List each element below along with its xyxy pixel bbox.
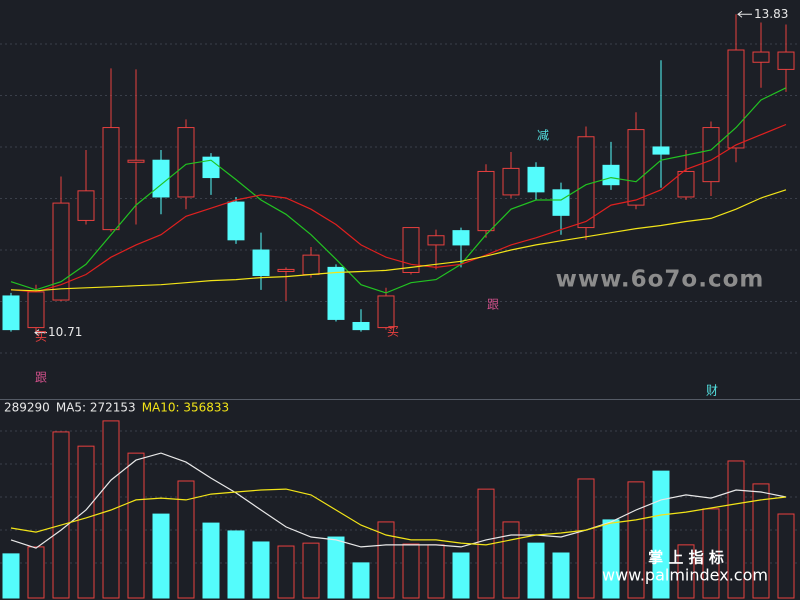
candle-body	[2, 295, 20, 331]
volume-bar	[402, 543, 420, 599]
volume-bar	[677, 544, 695, 599]
volume-bar	[77, 445, 95, 599]
volume-bar	[502, 521, 520, 599]
candle-body	[302, 254, 320, 276]
candle-body	[427, 235, 445, 246]
footer-url: www.palmindex.com	[602, 566, 768, 585]
moving-average-line	[10, 87, 787, 294]
volume-bar	[352, 562, 370, 599]
candle-body	[327, 266, 345, 320]
volume-bar	[227, 530, 245, 599]
volume-bar	[127, 452, 145, 599]
candle-body	[702, 127, 720, 183]
moving-average-line	[10, 488, 787, 546]
candle-body	[527, 166, 545, 193]
legend-entry: MA10: 356833	[142, 401, 230, 415]
volume-bar	[602, 519, 620, 599]
moving-average-line	[10, 123, 787, 293]
annotation: 财	[706, 384, 718, 398]
candle-body	[77, 190, 95, 221]
volume-bar	[427, 544, 445, 599]
annotation: 减	[537, 129, 549, 143]
candle-body	[127, 159, 145, 163]
annotation: 买	[35, 330, 47, 344]
volume-bar	[727, 460, 745, 599]
volume-bar	[552, 552, 570, 599]
volume-bar	[627, 481, 645, 599]
candle-body	[577, 136, 595, 229]
volume-bar	[2, 553, 20, 599]
volume-bar	[452, 552, 470, 599]
candle-body	[252, 249, 270, 277]
annotation: 跟	[35, 371, 47, 385]
candle-body	[202, 156, 220, 179]
footer-title: 掌 上 指 标	[648, 549, 724, 567]
candle-body	[652, 146, 670, 155]
candle-body	[602, 164, 620, 186]
volume-bar	[177, 480, 195, 599]
watermark: www.6o7o.com	[556, 267, 765, 293]
min-arrow	[34, 329, 47, 337]
volume-bar	[702, 508, 720, 599]
legend-entry: 289290	[4, 401, 50, 415]
volume-bar	[577, 478, 595, 599]
volume-bar	[277, 545, 295, 599]
candle-body	[277, 268, 295, 272]
volume-bar	[527, 542, 545, 599]
volume-bar	[752, 483, 770, 599]
volume-bar	[302, 542, 320, 599]
candle-body	[52, 202, 70, 301]
volume-bar	[377, 521, 395, 599]
annotation: 跟	[487, 298, 499, 312]
min-label: 10.71	[48, 325, 82, 339]
volume-panel: 289290 MA5: 272153 MA10: 356833	[2, 401, 795, 599]
max-label: 13.83	[754, 7, 788, 21]
candle-body	[102, 127, 120, 231]
grid	[0, 43, 800, 564]
candle-body	[152, 159, 170, 198]
volume-bar	[52, 431, 70, 599]
candle-body	[752, 51, 770, 63]
candle-body	[502, 167, 520, 196]
annotation: 买	[387, 325, 399, 339]
candle-body	[177, 127, 195, 198]
candle-body	[627, 129, 645, 206]
candle-body	[352, 321, 370, 331]
price-panel: 13.83 10.71	[2, 7, 795, 339]
volume-bar	[327, 536, 345, 599]
moving-average-line	[10, 189, 787, 292]
candle-body	[552, 189, 570, 216]
max-arrow	[737, 10, 752, 18]
candle-body	[452, 230, 470, 246]
candle-body	[677, 170, 695, 198]
volume-bar	[652, 470, 670, 599]
volume-bar	[27, 546, 45, 599]
candle-body	[402, 227, 420, 273]
candle-body	[27, 291, 45, 329]
legend-entry: MA5: 272153	[56, 401, 136, 415]
candle-body	[227, 201, 245, 241]
candle-body	[477, 170, 495, 232]
volume-bar	[252, 541, 270, 599]
moving-average-line	[10, 452, 787, 549]
volume-bar	[777, 513, 795, 599]
candle-body	[777, 51, 795, 70]
volume-bar	[152, 513, 170, 599]
candle-body	[377, 295, 395, 329]
volume-bar	[202, 522, 220, 599]
